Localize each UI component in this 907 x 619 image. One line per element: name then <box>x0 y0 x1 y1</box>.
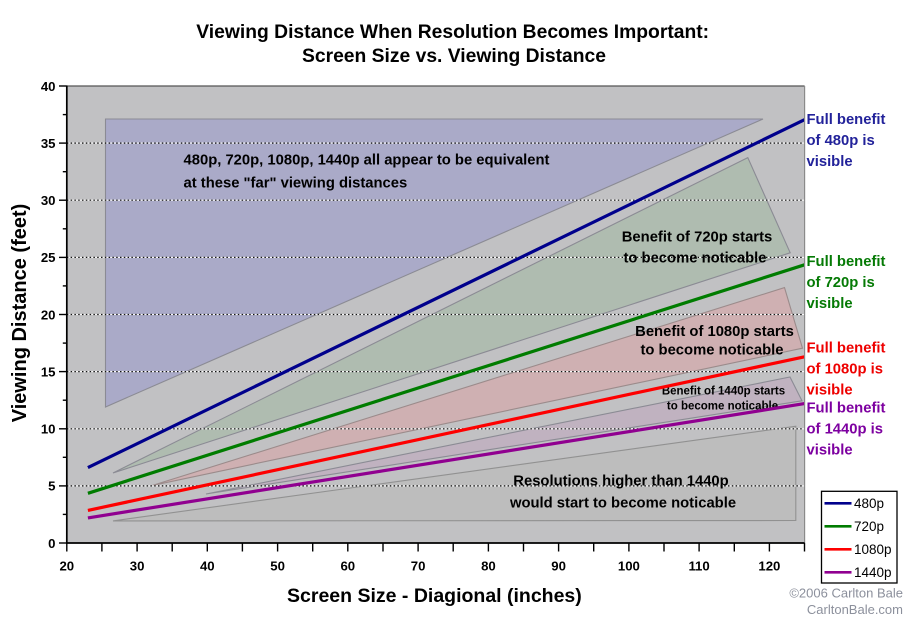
svg-text:to become noticable: to become noticable <box>640 343 783 359</box>
svg-text:©2006 Carlton Bale: ©2006 Carlton Bale <box>789 586 903 601</box>
svg-text:60: 60 <box>340 559 355 574</box>
svg-text:20: 20 <box>41 307 56 322</box>
svg-text:Screen Size vs. Viewing Distan: Screen Size vs. Viewing Distance <box>302 46 606 67</box>
svg-text:40: 40 <box>41 79 56 94</box>
svg-text:70: 70 <box>411 559 426 574</box>
svg-text:at these "far" viewing distanc: at these "far" viewing distances <box>184 175 408 191</box>
svg-text:Viewing Distance When Resoluti: Viewing Distance When Resolution Becomes… <box>196 22 709 43</box>
svg-text:of 480p is: of 480p is <box>807 133 875 149</box>
svg-text:5: 5 <box>48 479 55 494</box>
svg-text:visible: visible <box>807 383 853 399</box>
svg-text:of 1080p is: of 1080p is <box>807 362 883 378</box>
svg-text:480p, 720p, 1080p, 1440p all a: 480p, 720p, 1080p, 1440p all appear to b… <box>184 152 550 168</box>
svg-text:visible: visible <box>807 154 853 170</box>
svg-text:20: 20 <box>59 559 74 574</box>
svg-text:Screen Size - Diagional (inche: Screen Size - Diagional (inches) <box>287 585 582 607</box>
svg-text:35: 35 <box>41 136 56 151</box>
svg-text:30: 30 <box>41 193 56 208</box>
svg-text:of 720p is: of 720p is <box>807 275 875 291</box>
svg-text:10: 10 <box>41 422 56 437</box>
svg-text:CarltonBale.com: CarltonBale.com <box>807 602 903 617</box>
svg-text:visible: visible <box>807 443 853 459</box>
svg-text:Full benefit: Full benefit <box>807 401 886 417</box>
svg-text:50: 50 <box>270 559 285 574</box>
svg-text:to become noticable: to become noticable <box>667 400 778 412</box>
svg-text:Viewing Distance (feet): Viewing Distance (feet) <box>9 204 31 423</box>
svg-text:480p: 480p <box>854 496 884 511</box>
svg-text:0: 0 <box>48 536 55 551</box>
svg-text:720p: 720p <box>854 519 884 534</box>
svg-text:25: 25 <box>41 250 56 265</box>
svg-text:30: 30 <box>130 559 145 574</box>
svg-text:100: 100 <box>618 559 640 574</box>
svg-text:120: 120 <box>758 559 780 574</box>
svg-text:Full benefit: Full benefit <box>807 254 886 270</box>
svg-text:to become noticable: to become noticable <box>623 251 766 267</box>
svg-text:Full benefit: Full benefit <box>807 112 886 128</box>
svg-text:Resolutions higher than 1440p: Resolutions higher than 1440p <box>513 473 728 489</box>
svg-text:visible: visible <box>807 296 853 312</box>
svg-text:40: 40 <box>200 559 215 574</box>
svg-text:Benefit of 720p starts: Benefit of 720p starts <box>622 229 772 245</box>
svg-text:Benefit of 1440p starts: Benefit of 1440p starts <box>662 386 785 398</box>
svg-text:110: 110 <box>688 559 709 574</box>
svg-text:15: 15 <box>41 364 56 379</box>
svg-text:1440p: 1440p <box>854 565 892 580</box>
svg-text:90: 90 <box>551 559 566 574</box>
svg-text:Benefit of 1080p starts: Benefit of 1080p starts <box>635 324 794 340</box>
svg-text:would start to become noticabl: would start to become noticable <box>509 496 736 512</box>
svg-text:Full benefit: Full benefit <box>807 341 886 357</box>
svg-text:80: 80 <box>481 559 496 574</box>
svg-text:1080p: 1080p <box>854 542 892 557</box>
svg-text:of 1440p is: of 1440p is <box>807 422 883 438</box>
